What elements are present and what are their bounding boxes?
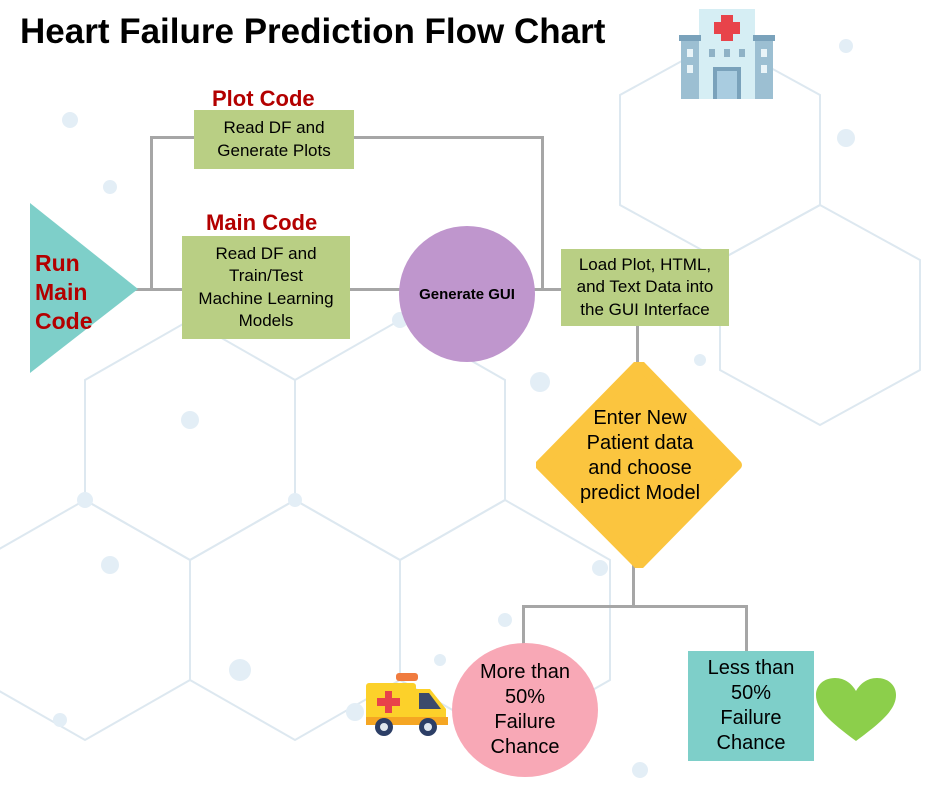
low-risk-outcome-box: Less than 50% Failure Chance — [688, 651, 814, 761]
heart-icon — [816, 678, 896, 741]
decision-diamond — [536, 362, 742, 568]
main-code-box: Read DF and Train/Test Machine Learning … — [182, 236, 350, 339]
decision-text: Enter New Patient data and choose predic… — [579, 407, 701, 504]
start-triangle — [30, 203, 138, 373]
connector-line — [541, 136, 544, 291]
plot-code-box: Read DF and Generate Plots — [194, 110, 354, 169]
connector-line — [522, 605, 748, 608]
plot-code-box-text: Read DF and Generate Plots — [217, 118, 331, 160]
page-title: Heart Failure Prediction Flow Chart — [20, 12, 606, 51]
plot-code-heading: Plot Code — [212, 86, 315, 111]
high-risk-outcome-text: More than 50% Failure Chance — [479, 661, 571, 758]
connector-line — [522, 605, 525, 647]
main-code-box-text: Read DF and Train/Test Machine Learning … — [198, 244, 334, 330]
connector-line — [632, 565, 635, 607]
connector-line — [354, 136, 544, 139]
start-label: Run Main Code — [35, 250, 93, 334]
connector-line — [134, 288, 182, 291]
connector-line — [350, 288, 402, 291]
connector-line — [533, 288, 561, 291]
connector-line — [745, 605, 748, 651]
generate-gui-label: Generate GUI — [419, 285, 515, 303]
hospital-icon — [679, 9, 775, 99]
connector-line — [636, 326, 639, 364]
main-code-heading: Main Code — [206, 210, 318, 235]
connector-line — [150, 136, 153, 290]
connector-line — [150, 136, 194, 139]
high-risk-outcome-circle: More than 50% Failure Chance — [452, 643, 598, 777]
load-data-box: Load Plot, HTML, and Text Data into the … — [561, 249, 729, 326]
load-data-text: Load Plot, HTML, and Text Data into the … — [576, 255, 714, 319]
generate-gui-circle: Generate GUI — [399, 226, 535, 362]
ambulance-icon — [366, 673, 448, 736]
